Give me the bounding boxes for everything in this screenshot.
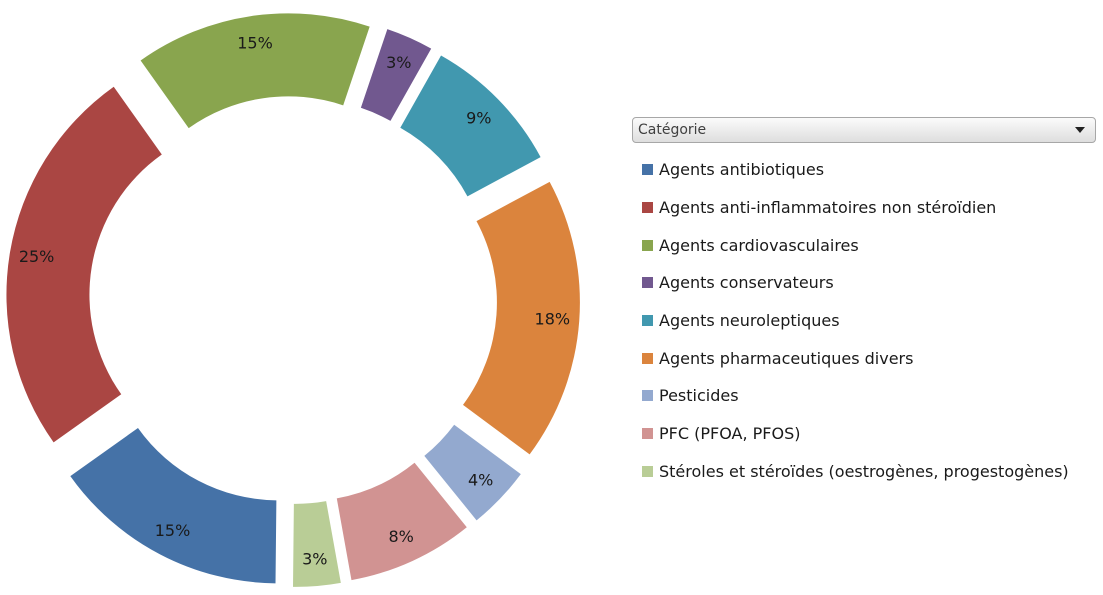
- slice-agents-antibiotiques[interactable]: [70, 427, 277, 584]
- chart-legend: Agents antibiotiques Agents anti-inflamma…: [642, 151, 1069, 490]
- legend-label: Agents pharmaceutiques divers: [659, 348, 914, 368]
- legend-swatch: [642, 465, 653, 477]
- legend-swatch: [642, 164, 653, 176]
- legend-item-steroles-et-steroides-oestrogenes-progestogenes[interactable]: Stéroles et stéroïdes (oestrogènes, prog…: [642, 453, 1069, 491]
- legend-item-agents-cardiovasculaires[interactable]: Agents cardiovasculaires: [642, 226, 1069, 264]
- data-label-agents-cardiovasculaires: 15%: [237, 33, 273, 52]
- legend-label: Agents cardiovasculaires: [659, 235, 859, 255]
- legend-item-agents-conservateurs[interactable]: Agents conservateurs: [642, 264, 1069, 302]
- legend-item-agents-anti-inflammatoires-non-steroidien[interactable]: Agents anti-inflammatoires non stéroïdie…: [642, 189, 1069, 227]
- legend-swatch: [642, 239, 653, 251]
- data-label-agents-pharmaceutiques-divers: 18%: [535, 310, 571, 329]
- data-label-steroles-et-steroides-oestrogenes-progestogenes: 3%: [302, 550, 327, 569]
- legend-label: Agents conservateurs: [659, 273, 834, 293]
- legend-item-pfc-pfoa-pfos[interactable]: PFC (PFOA, PFOS): [642, 415, 1069, 453]
- data-label-agents-conservateurs: 3%: [386, 53, 411, 72]
- category-filter-label: Catégorie: [638, 122, 707, 138]
- chevron-down-icon[interactable]: [1075, 127, 1085, 133]
- slice-agents-cardiovasculaires[interactable]: [140, 13, 370, 129]
- data-label-pesticides: 4%: [468, 471, 493, 490]
- slice-agents-pharmaceutiques-divers[interactable]: [462, 181, 580, 455]
- data-label-pfc-pfoa-pfos: 8%: [389, 527, 414, 546]
- legend-swatch: [642, 428, 653, 440]
- slice-pesticides[interactable]: [424, 424, 521, 521]
- legend-label: Stéroles et stéroïdes (oestrogènes, prog…: [659, 461, 1069, 481]
- legend-item-agents-antibiotiques[interactable]: Agents antibiotiques: [642, 151, 1069, 189]
- legend-label: Pesticides: [659, 386, 739, 406]
- legend-swatch: [642, 202, 653, 214]
- legend-label: Agents antibiotiques: [659, 160, 825, 180]
- slice-agents-anti-inflammatoires-non-steroidien[interactable]: [6, 86, 162, 443]
- legend-item-agents-neuroleptiques[interactable]: Agents neuroleptiques: [642, 302, 1069, 340]
- legend-item-pesticides[interactable]: Pesticides: [642, 377, 1069, 415]
- legend-item-agents-pharmaceutiques-divers[interactable]: Agents pharmaceutiques divers: [642, 339, 1069, 377]
- legend-label: Agents anti-inflammatoires non stéroïdie…: [659, 198, 997, 218]
- legend-swatch: [642, 352, 653, 364]
- legend-label: Agents neuroleptiques: [659, 311, 840, 331]
- data-label-agents-neuroleptiques: 9%: [466, 109, 491, 128]
- legend-swatch: [642, 315, 653, 327]
- slice-agents-neuroleptiques[interactable]: [400, 55, 541, 197]
- data-label-agents-antibiotiques: 15%: [155, 521, 191, 540]
- data-label-agents-anti-inflammatoires-non-steroidien: 25%: [19, 247, 55, 266]
- legend-label: PFC (PFOA, PFOS): [659, 424, 801, 444]
- slice-pfc-pfoa-pfos[interactable]: [336, 462, 467, 581]
- slice-agents-conservateurs[interactable]: [360, 29, 432, 121]
- slice-steroles-et-steroides-oestrogenes-progestogenes[interactable]: [293, 501, 341, 587]
- legend-swatch: [642, 390, 653, 402]
- category-filter-dropdown[interactable]: Catégorie: [632, 117, 1096, 143]
- legend-swatch: [642, 277, 653, 289]
